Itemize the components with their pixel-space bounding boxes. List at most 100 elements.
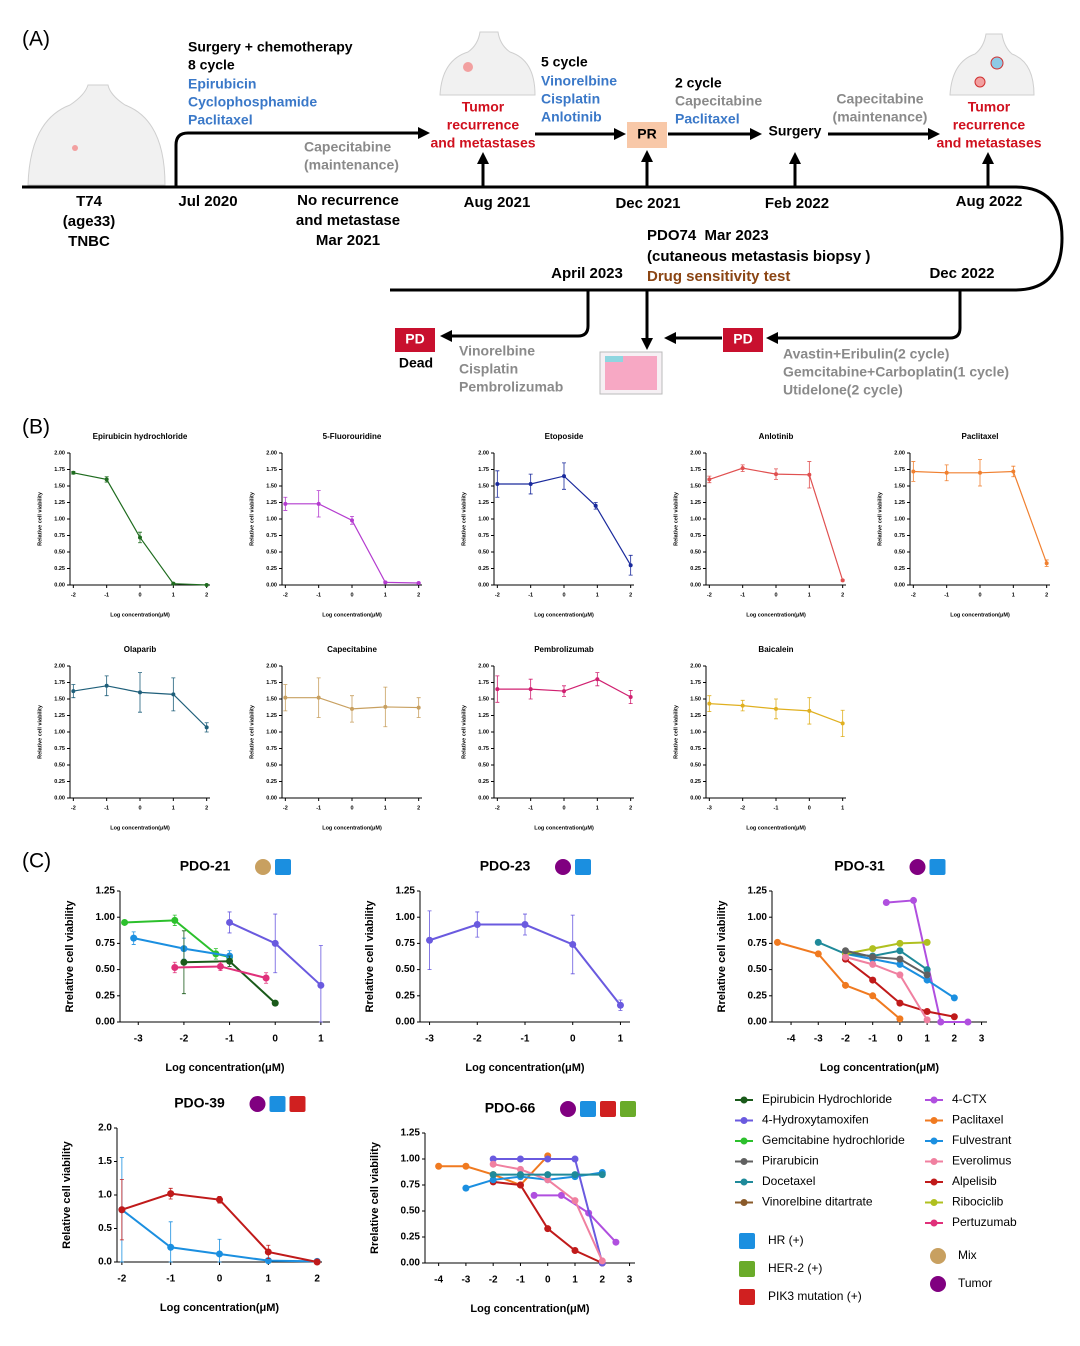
y-tick-label: 1.25 (54, 500, 65, 506)
y-tick-label: 1.00 (690, 729, 701, 735)
legend-label: Ribociclib (952, 1195, 1004, 1209)
data-point (544, 1176, 552, 1184)
y-tick-label: 0.25 (266, 566, 277, 572)
data-point (416, 705, 421, 710)
data-point (544, 1171, 552, 1179)
x-axis-label: Log concentration(μM) (470, 1303, 590, 1315)
x-tick-label: -1 (166, 1274, 175, 1285)
data-point (516, 1165, 524, 1173)
x-tick-label: -1 (868, 1034, 877, 1045)
data-point (516, 1181, 524, 1189)
data-point (130, 934, 138, 942)
legend-swatch (930, 1137, 938, 1145)
x-tick-label: -1 (774, 805, 779, 811)
timeline-label: (maintenance) (833, 109, 928, 125)
x-tick-label: -2 (473, 1034, 482, 1045)
data-point (1044, 561, 1049, 566)
legend-swatch (740, 1178, 748, 1186)
timeline-label: Cisplatin (541, 91, 600, 107)
x-tick-label: -1 (521, 1034, 530, 1045)
chart-title: PDO-39 (174, 1095, 225, 1111)
legend-label: Vinorelbine ditartrate (762, 1195, 873, 1209)
data-point (562, 474, 566, 479)
x-tick-label: 1 (266, 1274, 272, 1285)
timeline-label: and metastase (296, 212, 400, 229)
data-point (598, 1257, 606, 1265)
y-tick-label: 2.00 (894, 450, 905, 456)
legend-label: Tumor (958, 1276, 992, 1290)
tag (600, 1101, 616, 1117)
y-tick-label: 0.75 (401, 1180, 421, 1191)
legend-swatch (930, 1178, 938, 1186)
y-tick-label: 0.25 (396, 990, 416, 1001)
timeline-label: PD (733, 331, 752, 347)
y-axis-label: Relative cell viability (37, 491, 43, 546)
chart-title: PDO-31 (834, 858, 885, 874)
data-point (283, 501, 288, 506)
timeline-label: Tumor (968, 99, 1011, 115)
x-axis-label: Log concentration(μM) (746, 825, 806, 831)
data-point (383, 704, 388, 709)
y-axis-label: Relative cell viability (461, 704, 467, 759)
timeline-label: Dead (399, 355, 433, 371)
timeline-label: recurrence (953, 117, 1026, 133)
data-point (740, 466, 745, 471)
data-point (841, 953, 849, 961)
y-tick-label: 1.00 (266, 729, 277, 735)
y-tick-label: 0.75 (266, 746, 277, 752)
y-tick-label: 0.75 (894, 533, 905, 539)
y-tick-label: 0.00 (54, 795, 65, 801)
y-tick-label: 0.25 (96, 990, 116, 1001)
x-tick-label: -2 (71, 592, 76, 598)
data-point (896, 939, 904, 947)
tag (580, 1101, 596, 1117)
y-tick-label: 1.00 (478, 516, 489, 522)
y-tick-label: 1.5 (98, 1156, 112, 1167)
chart: Baicalein Log concentration(μM) Relative c… (673, 645, 846, 831)
timeline-label: Surgery + chemotherapy (188, 39, 353, 55)
data-point (628, 563, 633, 568)
data-point (923, 1008, 931, 1016)
x-tick-label: 0 (545, 1275, 551, 1286)
data-point (71, 470, 76, 475)
y-tick-label: 2.00 (54, 450, 65, 456)
data-point (216, 1250, 223, 1258)
y-tick-label: 0.50 (401, 1206, 421, 1217)
y-tick-label: 0.25 (748, 990, 768, 1001)
data-point (896, 1015, 904, 1023)
x-tick-label: 0 (217, 1274, 223, 1285)
data-point (435, 1162, 443, 1170)
y-tick-label: 0.25 (54, 779, 65, 785)
error-bar (168, 1221, 173, 1263)
y-tick-label: 0.50 (266, 762, 277, 768)
x-tick-label: -1 (104, 805, 109, 811)
timeline-label: Drug sensitivity test (647, 268, 790, 285)
timeline-label: Capecitabine (304, 139, 391, 155)
y-axis-label: Relative cell viability (673, 704, 679, 759)
pd-box (395, 328, 435, 352)
y-tick-label: 0.50 (748, 964, 768, 975)
data-point (516, 1155, 524, 1163)
data-point (171, 692, 176, 697)
data-point (910, 896, 918, 904)
data-point (317, 981, 325, 989)
timeline-label: Tumor (462, 99, 505, 115)
data-point (911, 469, 916, 474)
timeline-label: Cisplatin (459, 361, 518, 377)
timeline-label: recurrence (447, 117, 520, 133)
y-tick-label: 0.00 (690, 582, 701, 588)
timeline-label: T74 (76, 193, 103, 210)
y-tick-label: 0.5 (98, 1223, 112, 1234)
x-tick-label: -2 (495, 592, 500, 598)
chart-title: PDO-66 (485, 1100, 536, 1116)
legend-label: Fulvestrant (952, 1133, 1012, 1147)
chart-title: Baicalein (758, 645, 793, 654)
data-point (473, 921, 481, 929)
y-tick-label: 2.0 (98, 1123, 112, 1134)
x-tick-label: -2 (841, 1034, 850, 1045)
timeline-label: 2 cycle (675, 75, 722, 91)
chart-title: Capecitabine (327, 645, 377, 654)
x-tick-label: -1 (516, 1275, 525, 1286)
legend-label: Epirubicin Hydrochloride (762, 1092, 892, 1106)
